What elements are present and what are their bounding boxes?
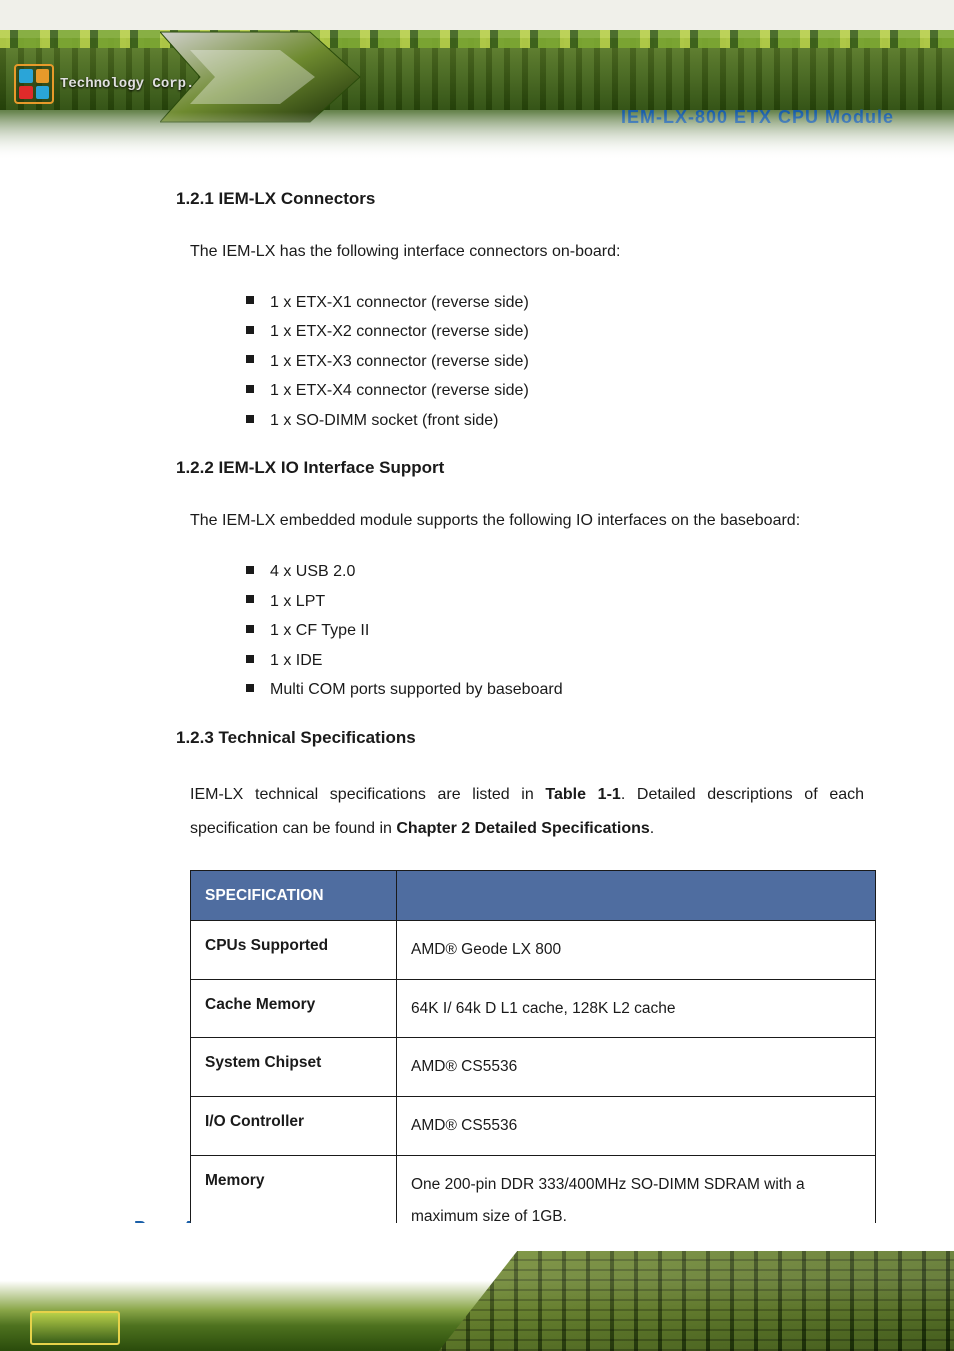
- table-header-row: SPECIFICATION: [191, 870, 876, 920]
- list-item: 4 x USB 2.0: [246, 557, 864, 587]
- list-item: 1 x CF Type II: [246, 616, 864, 646]
- spec-label: System Chipset: [191, 1038, 397, 1097]
- spec-label: CPUs Supported: [191, 920, 397, 979]
- intro-1-2-2: The IEM-LX embedded module supports the …: [190, 509, 864, 533]
- spec-value: AMD® CS5536: [397, 1097, 876, 1156]
- list-item: 1 x IDE: [246, 646, 864, 676]
- spec-value: 64K I/ 64k D L1 cache, 128K L2 cache: [397, 979, 876, 1038]
- heading-1-2-1: 1.2.1 IEM-LX Connectors: [176, 186, 864, 212]
- list-item: 1 x SO-DIMM socket (front side): [246, 406, 864, 436]
- text-run: IEM-LX technical specifications are list…: [190, 786, 545, 803]
- footer-banner: [0, 1223, 954, 1351]
- brand-logo-icon: [14, 64, 54, 104]
- list-item: 1 x ETX-X2 connector (reverse side): [246, 317, 864, 347]
- intro-1-2-1: The IEM-LX has the following interface c…: [190, 240, 864, 264]
- list-item: 1 x ETX-X3 connector (reverse side): [246, 347, 864, 377]
- table-row: CPUs Supported AMD® Geode LX 800: [191, 920, 876, 979]
- table-row: Cache Memory 64K I/ 64k D L1 cache, 128K…: [191, 979, 876, 1038]
- header-top-strip: [0, 30, 954, 48]
- footer-chip-graphic: [30, 1311, 120, 1345]
- header-fade: [0, 112, 954, 160]
- list-io: 4 x USB 2.0 1 x LPT 1 x CF Type II 1 x I…: [246, 557, 864, 705]
- list-item: Multi COM ports supported by baseboard: [246, 675, 864, 705]
- spec-header-empty: [397, 870, 876, 920]
- spec-header-label: SPECIFICATION: [191, 870, 397, 920]
- header-banner: Technology Corp. IEM-LX-800 ETX CPU Modu…: [0, 0, 954, 160]
- heading-1-2-3: 1.2.3 Technical Specifications: [176, 725, 864, 751]
- page-content: 1.2.1 IEM-LX Connectors The IEM-LX has t…: [0, 160, 954, 1305]
- spec-value: AMD® Geode LX 800: [397, 920, 876, 979]
- spec-value: AMD® CS5536: [397, 1038, 876, 1097]
- spec-label: I/O Controller: [191, 1097, 397, 1156]
- list-item: 1 x ETX-X1 connector (reverse side): [246, 288, 864, 318]
- brand-logo: Technology Corp.: [14, 64, 194, 104]
- heading-1-2-2: 1.2.2 IEM-LX IO Interface Support: [176, 455, 864, 481]
- intro-1-2-3: IEM-LX technical specifications are list…: [190, 778, 864, 845]
- brand-logo-text: Technology Corp.: [60, 76, 194, 92]
- list-item: 1 x ETX-X4 connector (reverse side): [246, 376, 864, 406]
- text-run: .: [650, 820, 654, 837]
- spec-label: Cache Memory: [191, 979, 397, 1038]
- ref-table-1-1: Table 1-1: [545, 786, 620, 803]
- list-connectors: 1 x ETX-X1 connector (reverse side) 1 x …: [246, 288, 864, 436]
- list-item: 1 x LPT: [246, 587, 864, 617]
- table-row: System Chipset AMD® CS5536: [191, 1038, 876, 1097]
- table-row: I/O Controller AMD® CS5536: [191, 1097, 876, 1156]
- ref-chapter-2: Chapter 2 Detailed Specifications: [396, 820, 649, 837]
